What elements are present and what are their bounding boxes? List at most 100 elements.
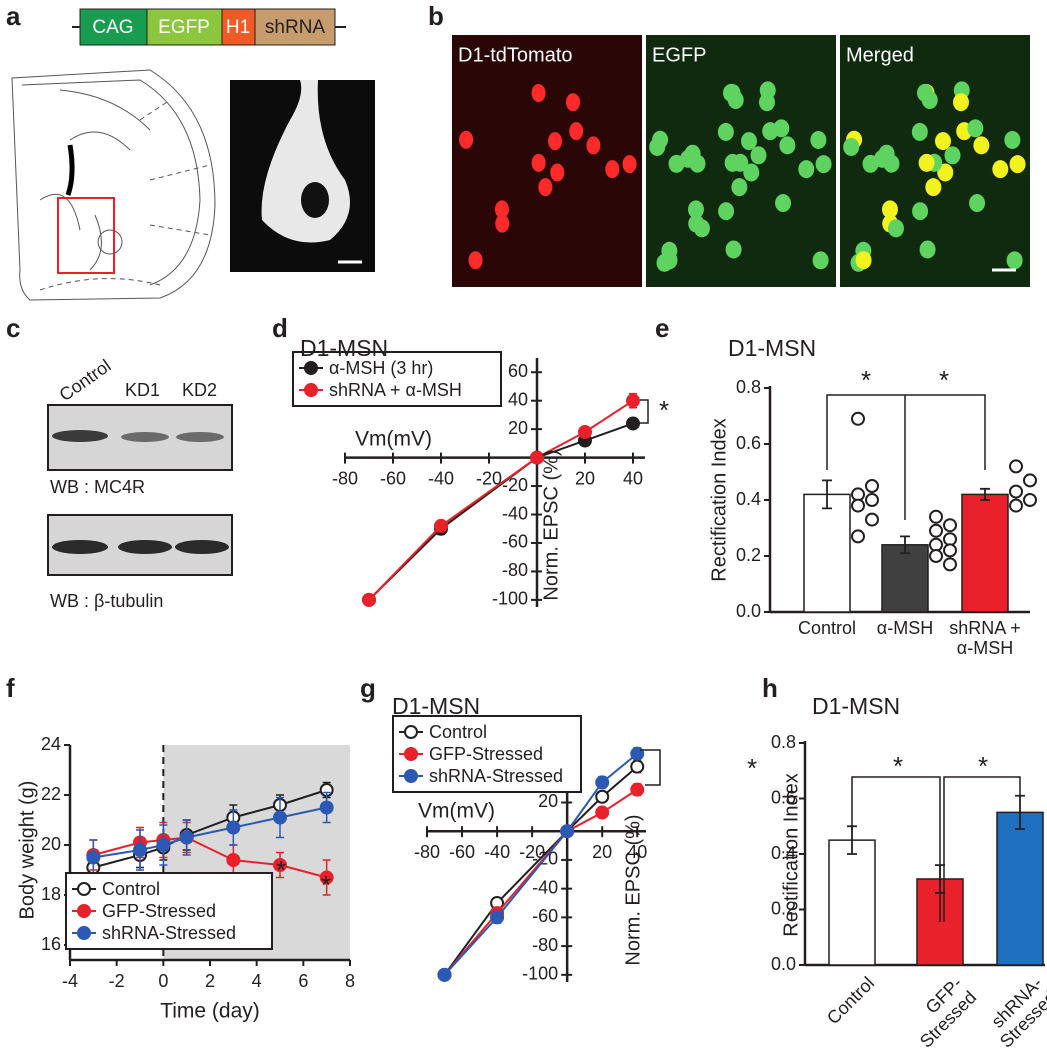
cell [1006,251,1023,270]
cell [952,93,969,112]
construct-box [146,8,223,46]
data-point [595,789,610,804]
image-label: D1-tdTomato [458,44,573,66]
construct-box [254,8,336,46]
cell [750,146,767,165]
y-tick-label: 0.4 [771,843,796,863]
annotation: * [861,365,871,395]
significance-bracket [851,776,941,922]
cell [693,219,710,238]
cell [779,136,796,155]
band [52,540,108,554]
x-tick-label: shRNA-Stressed [987,973,1047,1050]
cell [547,132,562,151]
individual-point [1009,498,1023,513]
y-axis-label: Body weight (g) [16,781,38,920]
y-tick-label: 0.2 [771,898,796,918]
cell [743,163,760,182]
y-tick-label: -40 [502,503,528,523]
individual-point [943,557,957,572]
cell [855,251,872,270]
cell [815,155,832,174]
cell [919,240,936,259]
construct-label: H1 [226,17,250,38]
cell [758,93,775,112]
x-tick-label: -40 [484,842,510,862]
data-point [530,450,544,465]
x-tick-label: -20 [476,468,502,488]
x-axis-label: Vm(mV) [355,428,432,451]
x-tick-label: Control [822,973,879,1029]
band [176,432,224,442]
significance-bracket [905,394,986,470]
cell [812,251,829,270]
individual-point [851,529,865,544]
cell [1004,130,1021,149]
annotation: * [659,395,669,425]
legend-marker [404,747,418,761]
cell [622,155,637,174]
individual-point [1023,493,1037,507]
cell [775,194,792,213]
y-tick-label: 40 [508,389,528,409]
significance-bracket [943,776,1021,922]
cell [724,153,741,172]
cell [459,130,474,149]
legend-box [292,351,502,407]
cell [687,200,704,219]
cell [973,136,990,155]
significance-bracket [640,749,661,786]
cell [661,251,678,270]
legend-marker [77,926,91,940]
panel-label: f [6,673,15,703]
x-tick-label: 6 [298,971,308,991]
bar [803,493,851,613]
data-point [630,759,645,774]
individual-point [851,498,865,513]
cell [531,153,546,172]
y-axis-label: Rectification Index [708,418,730,581]
legend-marker [304,383,318,397]
micrograph-signal [301,182,329,218]
annotation: * [978,751,988,781]
image-label: Merged [846,44,914,66]
legend-marker [304,361,318,375]
cell [934,132,951,151]
data-point [434,518,448,533]
panel-label: b [428,1,444,31]
significance-bracket [826,394,906,520]
data-point [273,810,287,825]
category-label-box: shRNA + α-MSH [949,618,1021,658]
cell [912,202,929,221]
x-tick-label: 4 [252,971,262,991]
data-point [156,838,171,852]
cell [727,91,744,110]
y-axis-label: Norm. EPSC (%) [540,449,562,600]
x-tick-label: -40 [428,468,454,488]
blot-label: WB : MC4R [50,477,145,497]
data-point [319,870,334,885]
annotation: * [893,751,903,781]
individual-point [1023,473,1037,488]
x-tick-label: α-MSH [876,618,934,638]
cell [731,178,748,197]
cell [649,137,666,156]
y-tick-label: 0.8 [736,377,761,397]
band [175,540,229,554]
cell [565,93,580,112]
y-tick-label: 20 [538,791,558,811]
construct-box [221,8,256,46]
individual-point [943,518,957,533]
x-tick-label: 2 [205,971,215,991]
legend-label: GFP-Stressed [429,744,543,764]
y-tick-label: 0.6 [771,787,796,807]
cell [944,146,961,165]
cell [773,119,790,138]
individual-point [1009,459,1023,474]
individual-point [929,523,943,538]
x-tick-label: 40 [627,842,647,862]
cell [495,214,510,233]
cell [725,240,742,259]
